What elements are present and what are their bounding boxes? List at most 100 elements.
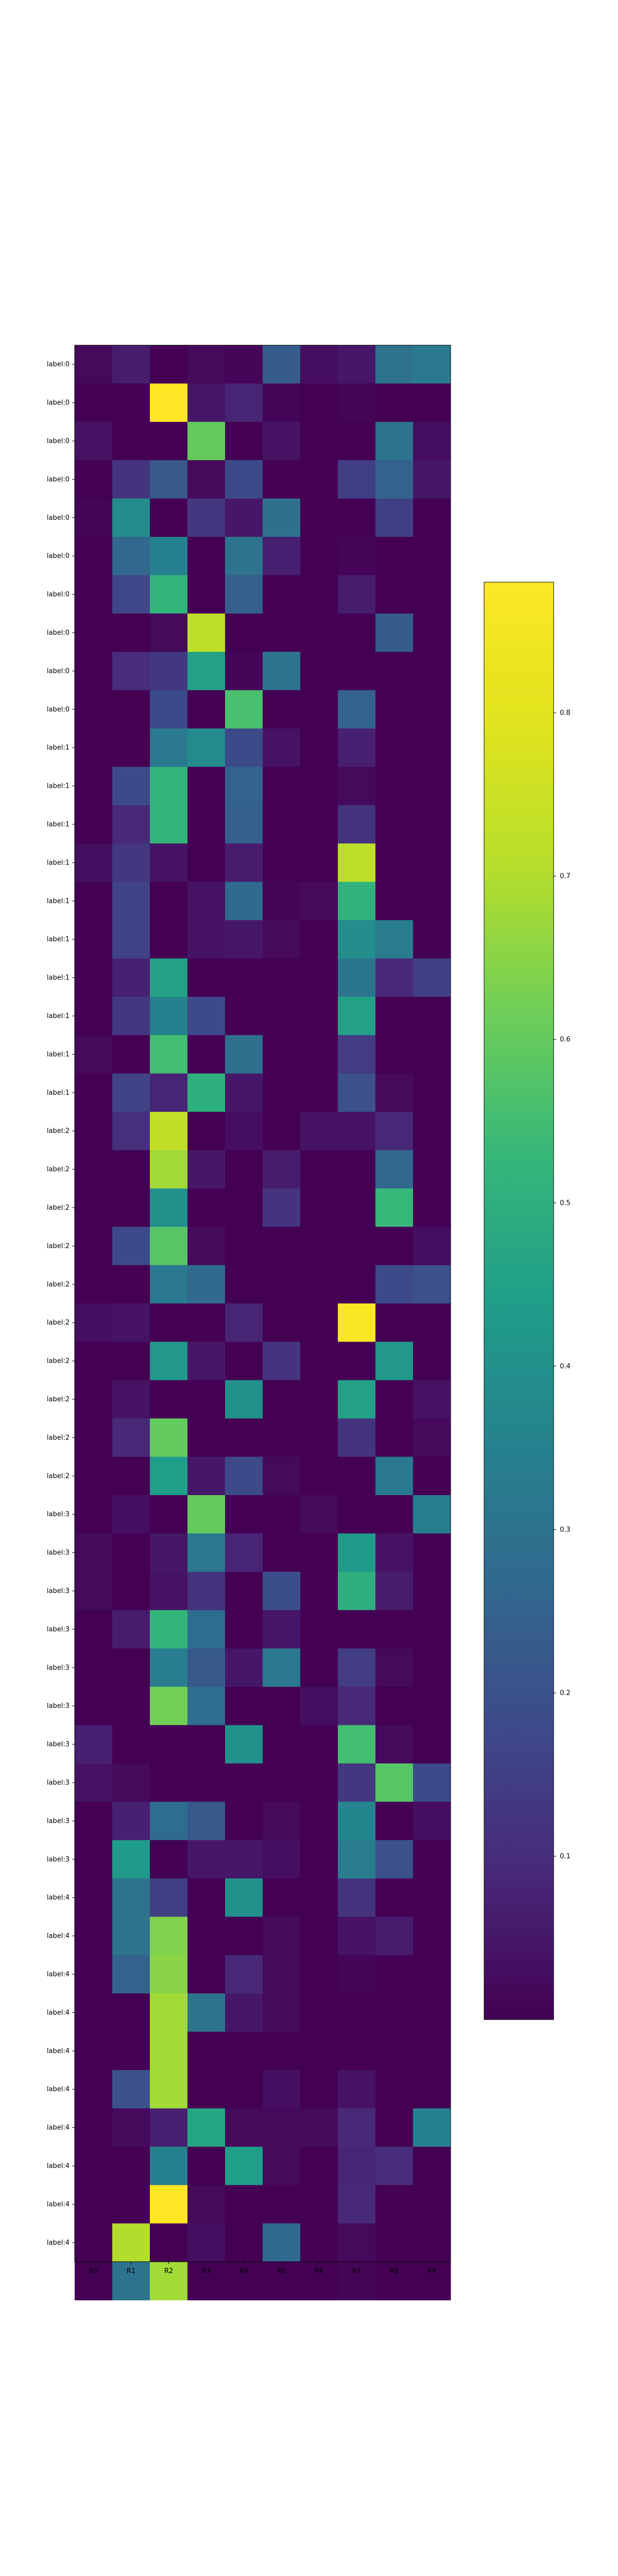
heatmap-cell: [75, 652, 113, 691]
y-tick-label: label:2: [47, 1396, 70, 1403]
y-tick-label: label:1: [47, 936, 70, 943]
heatmap-cell: [413, 575, 451, 614]
heatmap-cell: [263, 1802, 301, 1841]
heatmap-cell: [75, 1725, 113, 1764]
heatmap-cell: [75, 383, 113, 422]
heatmap-cell: [225, 1993, 263, 2032]
heatmap-cell: [225, 843, 263, 883]
heatmap-cell: [375, 767, 414, 806]
y-tick-label: label:0: [47, 706, 70, 714]
heatmap-cell: [225, 383, 263, 422]
colorbar-tick-label: 0.8: [560, 709, 571, 717]
heatmap-cell: [187, 767, 226, 806]
heatmap-cell: [112, 1380, 150, 1419]
heatmap-cell: [150, 498, 188, 537]
y-tick-label: label:2: [47, 1358, 70, 1365]
y-tick-label: label:2: [47, 1242, 70, 1250]
heatmap-cell: [338, 1878, 376, 1917]
heatmap-cell: [263, 1840, 301, 1879]
heatmap-cell: [187, 728, 226, 767]
heatmap-cell: [413, 1802, 451, 1841]
heatmap-cell: [150, 460, 188, 499]
heatmap-cell: [150, 1035, 188, 1074]
heatmap-cell: [263, 383, 301, 422]
heatmap-cell: [75, 1610, 113, 1649]
heatmap-cell: [300, 1495, 338, 1534]
heatmap-cell: [150, 1763, 188, 1802]
heatmap-cell: [375, 1380, 414, 1419]
heatmap-cell: [187, 2185, 226, 2224]
heatmap-cell: [338, 2185, 376, 2224]
heatmap-cell: [338, 1495, 376, 1534]
heatmap-cell: [300, 537, 338, 575]
heatmap-cell: [225, 920, 263, 959]
heatmap-cell: [263, 920, 301, 959]
heatmap-cell: [300, 1380, 338, 1419]
heatmap-cell: [150, 2070, 188, 2109]
heatmap-cell: [75, 2108, 113, 2147]
heatmap-cell: [300, 1687, 338, 1725]
heatmap-cell: [263, 1380, 301, 1419]
y-tick-label: label:3: [47, 1511, 70, 1518]
heatmap-cell: [150, 1533, 188, 1572]
heatmap-cell: [112, 1687, 150, 1725]
heatmap-cell: [150, 1342, 188, 1381]
heatmap-cell: [300, 652, 338, 691]
heatmap-cell: [150, 1840, 188, 1879]
heatmap-cell: [187, 1993, 226, 2032]
heatmap-cell: [187, 2070, 226, 2109]
heatmap-cell: [225, 613, 263, 652]
heatmap-cell: [187, 537, 226, 575]
heatmap-cell: [375, 1112, 414, 1150]
heatmap-cell: [225, 1571, 263, 1611]
heatmap-cell: [413, 1725, 451, 1764]
heatmap-cell: [300, 575, 338, 614]
heatmap-cell: [112, 728, 150, 767]
heatmap-cell: [225, 537, 263, 575]
heatmap-cell: [75, 498, 113, 537]
heatmap-cell: [263, 1725, 301, 1764]
y-tick-label: label:4: [47, 1971, 70, 1978]
colorbar-tick-label: 0.4: [560, 1363, 571, 1370]
heatmap-cell: [225, 1533, 263, 1572]
y-tick-label: label:0: [47, 552, 70, 560]
heatmap-cell: [150, 805, 188, 844]
heatmap-cell: [150, 2223, 188, 2262]
heatmap-cell: [225, 805, 263, 844]
heatmap-cell: [413, 1571, 451, 1611]
heatmap-cell: [75, 1802, 113, 1841]
heatmap-cell: [112, 652, 150, 691]
heatmap-cell: [413, 2185, 451, 2224]
heatmap-cell: [413, 383, 451, 422]
heatmap-cell: [263, 882, 301, 921]
heatmap-cell: [413, 345, 451, 384]
heatmap-cell: [300, 613, 338, 652]
heatmap-cell: [413, 613, 451, 652]
heatmap-cell: [187, 2223, 226, 2262]
y-tick-label: label:1: [47, 744, 70, 752]
heatmap-cell: [112, 958, 150, 997]
heatmap-cell: [413, 1303, 451, 1342]
y-tick-label: label:3: [47, 1625, 70, 1633]
heatmap-cell: [413, 805, 451, 844]
heatmap-cell: [187, 1533, 226, 1572]
heatmap-cell: [413, 1495, 451, 1534]
heatmap-cell: [112, 1610, 150, 1649]
heatmap-cell: [187, 1725, 226, 1764]
heatmap-cell: [263, 805, 301, 844]
heatmap-cell: [112, 1265, 150, 1304]
heatmap-cell: [187, 1840, 226, 1879]
heatmap-cell: [338, 767, 376, 806]
heatmap-cell: [225, 421, 263, 461]
heatmap-cell: [338, 1687, 376, 1725]
heatmap-cell: [375, 2070, 414, 2109]
heatmap-cell: [263, 1495, 301, 1534]
colorbar-tick-label: 0.6: [560, 1036, 571, 1044]
heatmap-cell: [338, 537, 376, 575]
heatmap-cell: [413, 690, 451, 729]
heatmap-cell: [300, 2031, 338, 2071]
heatmap-cell: [225, 1495, 263, 1534]
heatmap-cell: [75, 1150, 113, 1189]
heatmap-cell: [112, 1571, 150, 1611]
heatmap-cell: [300, 843, 338, 883]
